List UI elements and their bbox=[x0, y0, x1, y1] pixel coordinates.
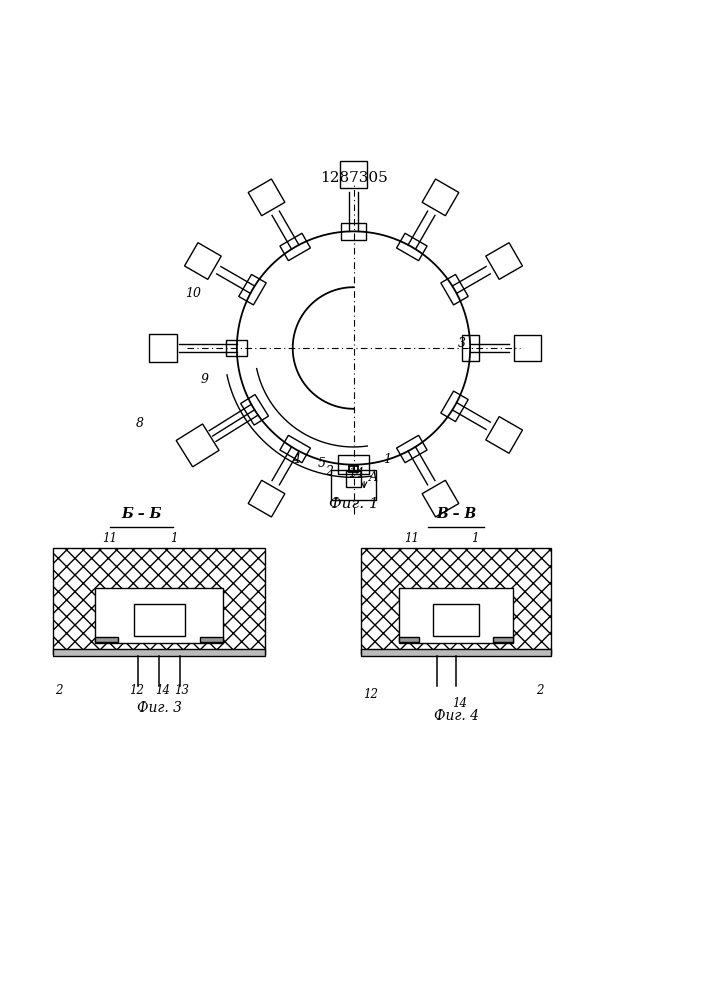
Bar bbox=[53, 548, 265, 654]
Text: 12: 12 bbox=[129, 684, 144, 697]
Text: 1287305: 1287305 bbox=[320, 171, 387, 185]
Text: 11: 11 bbox=[404, 532, 419, 545]
Text: 11: 11 bbox=[103, 532, 117, 545]
Text: Фиг. 4: Фиг. 4 bbox=[433, 709, 479, 723]
Text: В – В: В – В bbox=[436, 507, 476, 521]
Bar bbox=[399, 588, 513, 643]
Bar bbox=[349, 466, 358, 472]
Text: 5: 5 bbox=[317, 457, 325, 470]
Text: 8: 8 bbox=[136, 417, 144, 430]
Text: 2: 2 bbox=[536, 684, 544, 697]
Text: 13: 13 bbox=[175, 684, 189, 697]
Text: 1: 1 bbox=[170, 532, 177, 545]
Text: 1: 1 bbox=[383, 453, 391, 466]
Bar bbox=[95, 588, 223, 643]
Bar bbox=[361, 548, 551, 654]
Text: 12: 12 bbox=[363, 688, 378, 701]
Text: 2: 2 bbox=[55, 684, 63, 697]
Bar bbox=[331, 470, 377, 500]
Bar bbox=[149, 334, 177, 362]
Text: 3: 3 bbox=[457, 337, 465, 350]
Text: Фиг. 3: Фиг. 3 bbox=[136, 701, 182, 715]
Bar bbox=[53, 649, 265, 656]
Bar bbox=[346, 471, 361, 487]
Text: 9: 9 bbox=[201, 373, 209, 386]
Bar bbox=[361, 649, 551, 656]
Bar bbox=[493, 637, 513, 642]
Bar bbox=[433, 604, 479, 636]
Text: 2: 2 bbox=[325, 465, 333, 478]
Text: Б – Б: Б – Б bbox=[121, 507, 162, 521]
Text: 1: 1 bbox=[472, 532, 479, 545]
Bar bbox=[134, 604, 185, 636]
Bar bbox=[95, 637, 118, 642]
Text: 14: 14 bbox=[155, 684, 170, 697]
Text: 14: 14 bbox=[348, 467, 364, 480]
Text: Фиг. 1: Фиг. 1 bbox=[329, 497, 378, 511]
Text: 4: 4 bbox=[292, 453, 300, 466]
Text: 14: 14 bbox=[452, 697, 467, 710]
Text: A: A bbox=[369, 471, 378, 484]
Text: 10: 10 bbox=[185, 287, 201, 300]
Bar bbox=[200, 637, 223, 642]
Bar bbox=[399, 637, 419, 642]
